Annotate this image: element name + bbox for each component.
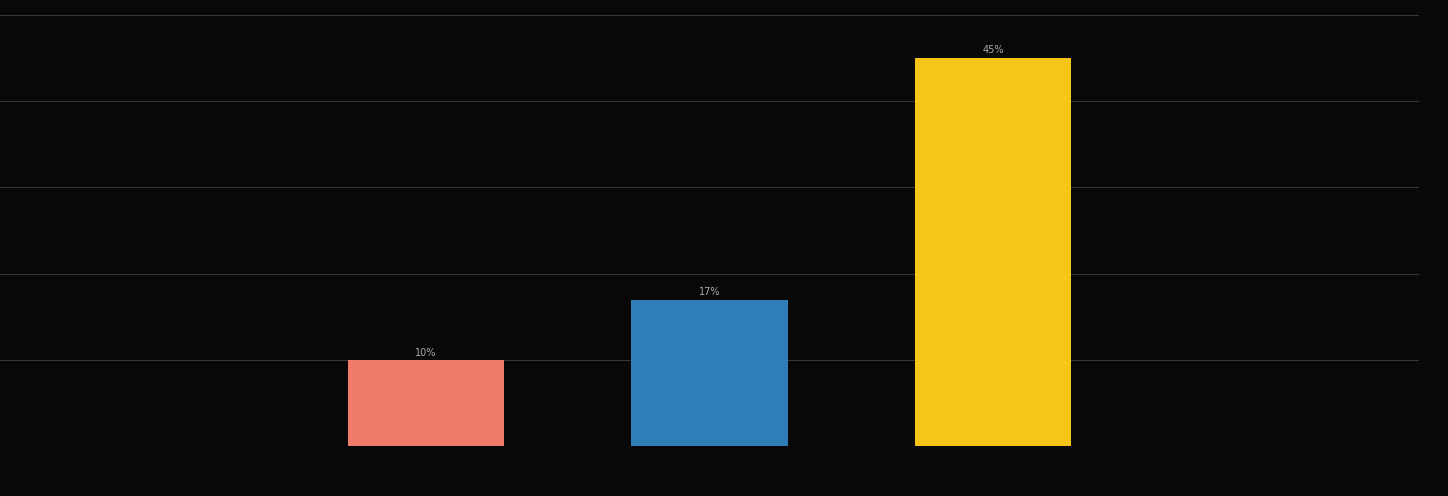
Bar: [915, 58, 1072, 446]
Bar: [348, 360, 504, 446]
Text: 45%: 45%: [983, 46, 1003, 56]
Bar: [631, 300, 788, 446]
Text: 17%: 17%: [699, 287, 720, 297]
Text: 10%: 10%: [416, 348, 436, 358]
